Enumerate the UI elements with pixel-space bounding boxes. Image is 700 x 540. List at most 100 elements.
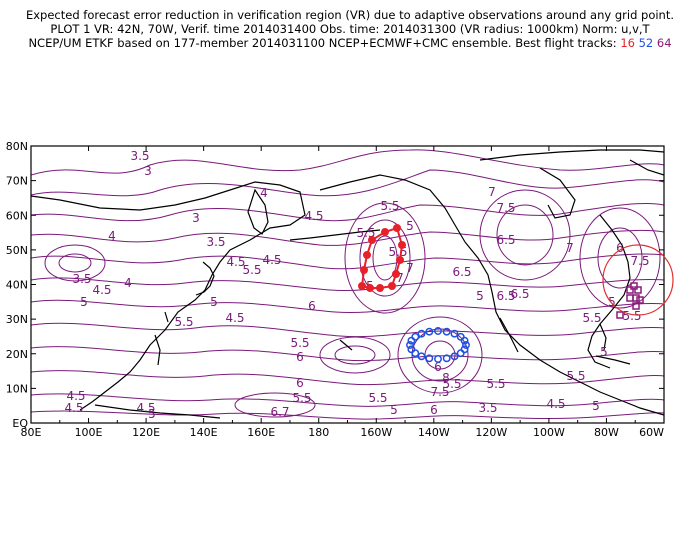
- track-16-point: [376, 284, 384, 292]
- verification-region-circle: [602, 244, 674, 316]
- contour-label: 5.5: [368, 391, 387, 405]
- contour-line: [31, 322, 664, 338]
- coastline-na-east: [587, 214, 631, 369]
- contour-label: 5.5: [290, 336, 309, 350]
- lat-label: 50N: [6, 244, 28, 257]
- track-52-point: [462, 341, 470, 349]
- contour-line: [31, 393, 664, 407]
- track-52-point: [417, 329, 426, 338]
- flight-track-64: [616, 282, 644, 319]
- track-label-52: 52: [638, 36, 654, 50]
- coastline-kamchatka: [247, 188, 269, 235]
- contour-label: 5.5: [566, 369, 585, 383]
- track-16-point: [358, 282, 366, 290]
- track-64-point: [632, 294, 640, 302]
- contour-label: 5: [80, 295, 88, 309]
- axis-ticks: [30, 145, 665, 424]
- track-52-point: [411, 349, 420, 358]
- contour-label: 6: [430, 403, 438, 417]
- contour-label: 6: [296, 350, 304, 364]
- contour-label: 5.5: [380, 199, 399, 213]
- track-64-point: [632, 302, 640, 310]
- contour-line: [31, 202, 664, 222]
- contour-label: 5: [406, 219, 414, 233]
- contour-label: 5.5: [174, 315, 193, 329]
- track-label-64: 64: [656, 36, 672, 50]
- track-52-point: [456, 332, 465, 341]
- contour-line: [44, 244, 106, 282]
- contour-label: 5: [210, 295, 218, 309]
- lon-label: 160W: [360, 426, 392, 439]
- contour-label: 3.5: [206, 235, 225, 249]
- contour-label: 8: [442, 371, 450, 385]
- coastline-alaska: [319, 174, 466, 243]
- contour-line: [479, 189, 571, 281]
- contour-label: 5: [148, 407, 156, 421]
- contour-label: 4.5: [546, 397, 565, 411]
- track-52-point: [407, 336, 416, 345]
- contour-label: 7: [566, 241, 574, 255]
- coastline-florida: [599, 323, 607, 351]
- track-52-point: [417, 352, 426, 361]
- coastline-cuba: [595, 355, 631, 365]
- contour-label: 3.5: [478, 401, 497, 415]
- contour-line: [397, 316, 483, 394]
- track-52-point: [411, 332, 420, 341]
- track-52-point: [450, 352, 459, 361]
- contour-label: 6.5: [452, 265, 471, 279]
- contour-label: 6.5: [496, 233, 515, 247]
- contour-line: [344, 202, 426, 314]
- coastline-hudson: [539, 167, 576, 219]
- lat-label: 30N: [6, 313, 28, 326]
- contour-label: 6: [616, 241, 624, 255]
- contour-label: 7.5: [430, 385, 449, 399]
- contour-label: 3.5: [130, 149, 149, 163]
- lon-label: 80W: [594, 426, 619, 439]
- track-52-point: [425, 327, 434, 336]
- coastline-arctic: [479, 149, 664, 161]
- contour-line: [31, 346, 664, 362]
- track-52-point: [450, 329, 459, 338]
- lon-label: 140W: [418, 426, 450, 439]
- contour-line: [31, 299, 664, 314]
- track-52-point: [442, 327, 451, 336]
- contour-label: 4: [124, 276, 132, 290]
- contour-line: [31, 370, 664, 386]
- lon-label: 80E: [21, 426, 42, 439]
- contour-lines: [31, 149, 664, 420]
- track-64-point: [630, 282, 638, 290]
- contour-label: 4.5: [225, 311, 244, 325]
- contour-label: 7: [406, 261, 414, 275]
- track-52-point: [434, 327, 442, 335]
- contour-line: [234, 392, 316, 418]
- coastline-taiwan: [164, 311, 169, 323]
- contour-label: 4.5: [92, 283, 111, 297]
- contour-line: [496, 204, 554, 266]
- contour-label: 3: [144, 164, 152, 178]
- lon-label: 140E: [190, 426, 218, 439]
- contour-label: 7: [396, 271, 404, 285]
- contour-line: [359, 219, 411, 297]
- contour-line: [334, 345, 376, 365]
- lat-label: EQ: [12, 417, 28, 430]
- track-16-point: [366, 284, 374, 292]
- track-16-point: [360, 266, 368, 274]
- contour-label: 5.5: [292, 391, 311, 405]
- track-16-point: [388, 282, 396, 290]
- contour-label: 7.5: [630, 254, 649, 268]
- contour-label: 6: [308, 299, 316, 313]
- contour-line: [31, 169, 664, 197]
- lon-label: 60W: [639, 426, 664, 439]
- lon-label: 180: [308, 426, 329, 439]
- contour-line: [597, 227, 643, 289]
- contour-label: 6.5: [496, 289, 515, 303]
- track-64-point: [636, 296, 644, 304]
- contour-line: [319, 336, 391, 374]
- contour-label: 5.5: [486, 377, 505, 391]
- track-label-16: 16: [620, 36, 635, 50]
- contour-line: [31, 253, 664, 270]
- coastline-baja: [499, 317, 519, 353]
- lat-label: 80N: [6, 140, 28, 153]
- track-52-point: [425, 354, 434, 363]
